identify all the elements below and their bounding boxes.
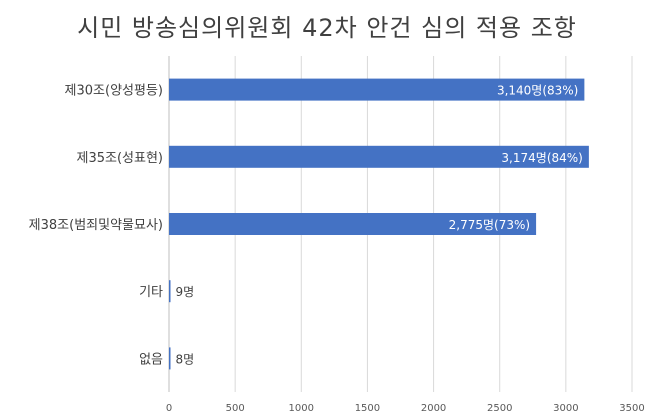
data-label: 3,174명(84%) [501, 151, 582, 165]
bar [169, 145, 589, 168]
x-tick-label: 2500 [487, 403, 512, 414]
x-tick-label: 0 [166, 403, 172, 414]
category-label: 없음 [139, 352, 163, 367]
data-label: 3,140명(83%) [497, 84, 578, 98]
x-tick-label: 3000 [553, 403, 578, 414]
x-tick-label: 1500 [355, 403, 380, 414]
category-label: 제38조(범죄및약물묘사) [29, 218, 163, 233]
data-label: 2,775명(73%) [449, 218, 530, 232]
data-label: 9명 [176, 285, 195, 299]
data-label: 8명 [176, 352, 195, 366]
category-label: 기타 [139, 285, 163, 300]
x-tick-label: 2000 [421, 403, 446, 414]
chart-title: 시민 방송심의위원회 42차 안건 심의 적용 조항 [77, 14, 577, 42]
x-tick-label: 1000 [289, 403, 314, 414]
x-tick-label: 3500 [619, 403, 644, 414]
category-label: 제35조(성표현) [77, 151, 164, 166]
bar [169, 347, 171, 370]
bar [169, 78, 585, 101]
category-label: 제30조(양성평등) [65, 84, 163, 99]
bar [169, 280, 171, 303]
x-tick-label: 500 [226, 403, 245, 414]
bar [169, 213, 537, 235]
